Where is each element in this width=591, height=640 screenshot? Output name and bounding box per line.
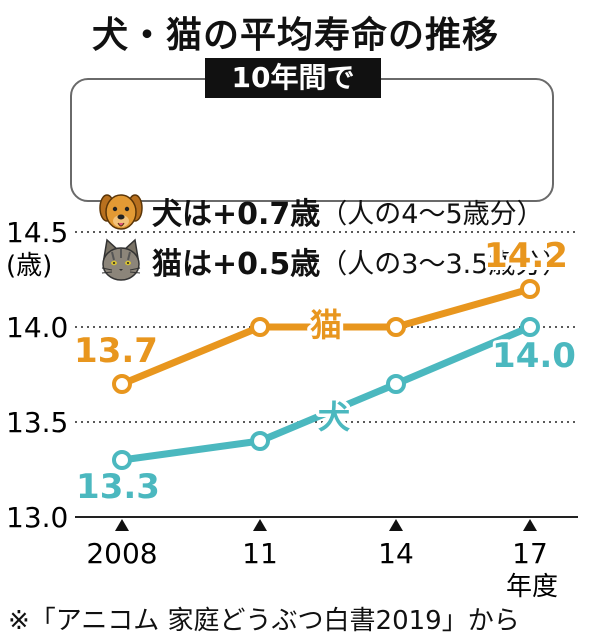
x-tick-marker — [523, 519, 537, 531]
series-name-label: 犬 — [318, 398, 350, 436]
source-note: ※「アニコム 家庭どうぶつ白書2019」から — [8, 606, 520, 636]
data-label: 14.0 — [492, 336, 576, 376]
data-label: 13.3 — [76, 467, 160, 507]
cat-summary-main: 猫は+0.5歳 — [152, 247, 321, 282]
data-point — [386, 374, 406, 394]
cat-summary-note: （人の3～3.5歳分） — [320, 248, 570, 280]
y-tick-label: 14.0 — [6, 311, 68, 344]
series-line-cat — [118, 285, 534, 388]
chart-title: 犬・猫の平均寿命の推移 — [91, 15, 499, 56]
dog-summary-main: 犬は+0.7歳 — [152, 197, 321, 232]
x-tick-label: 17 — [512, 537, 548, 570]
x-unit-label: 年度 — [506, 572, 558, 602]
y-tick-label: 13.0 — [6, 501, 68, 534]
data-label: 14.2 — [484, 236, 568, 276]
x-tick-label: 2008 — [86, 537, 157, 570]
dog-icon — [99, 194, 143, 230]
data-point — [386, 317, 406, 337]
data-point — [112, 450, 132, 470]
data-point — [250, 431, 270, 451]
x-tick-label: 14 — [378, 537, 414, 570]
dog-summary-row: 犬は+0.7歳 （人の4～5歳分） — [98, 188, 544, 234]
dog-summary-note: （人の4～5歳分） — [320, 198, 544, 230]
data-point — [250, 317, 270, 337]
data-point — [520, 279, 540, 299]
y-tick-label: 14.5 — [6, 216, 68, 249]
x-tick-marker — [253, 519, 267, 531]
x-tick-label: 11 — [242, 537, 278, 570]
period-tag: 10年間で — [205, 58, 381, 98]
data-point — [520, 317, 540, 337]
y-unit-label: (歳) — [6, 251, 52, 281]
x-tick-marker — [389, 519, 403, 531]
cat-summary-row: 猫は+0.5歳 （人の3～3.5歳分） — [98, 238, 569, 284]
series-line-dog — [118, 323, 534, 464]
data-label: 13.7 — [74, 331, 158, 371]
series-name-label: 猫 — [310, 306, 342, 344]
x-tick-marker — [115, 519, 129, 531]
cat-icon — [101, 238, 141, 281]
data-point — [112, 374, 132, 394]
summary-box: 犬は+0.7歳 （人の4～5歳分） 猫は+0.5歳 （人の3～3.5歳分） — [70, 78, 569, 282]
y-tick-label: 13.5 — [6, 406, 68, 439]
